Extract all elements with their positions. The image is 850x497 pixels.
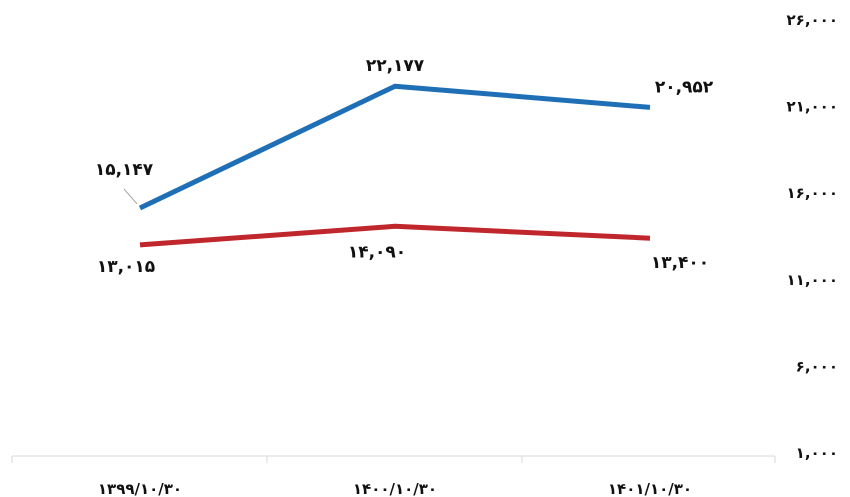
y-tick-label: ۱,۰۰۰ bbox=[796, 444, 838, 462]
series-line-1 bbox=[138, 83, 651, 211]
y-tick-label: ۱۱,۰۰۰ bbox=[787, 271, 838, 289]
y-tick-label: ۲۱,۰۰۰ bbox=[787, 98, 838, 116]
y-tick-label: ۱۶,۰۰۰ bbox=[787, 184, 838, 202]
data-label: ۱۵,۱۴۷ bbox=[95, 160, 154, 180]
x-tick-label: ۱۴۰۰/۱۰/۳۰ bbox=[353, 480, 437, 497]
data-label: ۱۳,۴۰۰ bbox=[651, 253, 709, 273]
x-tick-label: ۱۳۹۹/۱۰/۳۰ bbox=[98, 480, 182, 497]
series-layer bbox=[138, 83, 651, 248]
label-leader-line bbox=[123, 188, 138, 205]
data-label: ۱۴,۰۹۰ bbox=[348, 242, 406, 262]
y-tick-label: ۶,۰۰۰ bbox=[796, 357, 838, 375]
axis-layer: ۱۳۹۹/۱۰/۳۰ ۱۴۰۰/۱۰/۳۰ ۱۴۰۱/۱۰/۳۰ ۱,۰۰۰ ۶,۰۰۰… bbox=[11, 11, 838, 497]
data-label-layer: ۱۵,۱۴۷ ۲۲,۱۷۷ ۲۰,۹۵۲ ۱۳,۰۱۵ ۱۴,۰۹۰ ۱۳,۴۰۰ bbox=[95, 56, 714, 277]
data-label: ۱۳,۰۱۵ bbox=[97, 257, 155, 277]
y-tick-label: ۲۶,۰۰۰ bbox=[787, 11, 838, 29]
data-label: ۲۰,۹۵۲ bbox=[655, 77, 714, 97]
x-tick-label: ۱۴۰۱/۱۰/۳۰ bbox=[608, 480, 692, 497]
data-label: ۲۲,۱۷۷ bbox=[366, 56, 425, 76]
